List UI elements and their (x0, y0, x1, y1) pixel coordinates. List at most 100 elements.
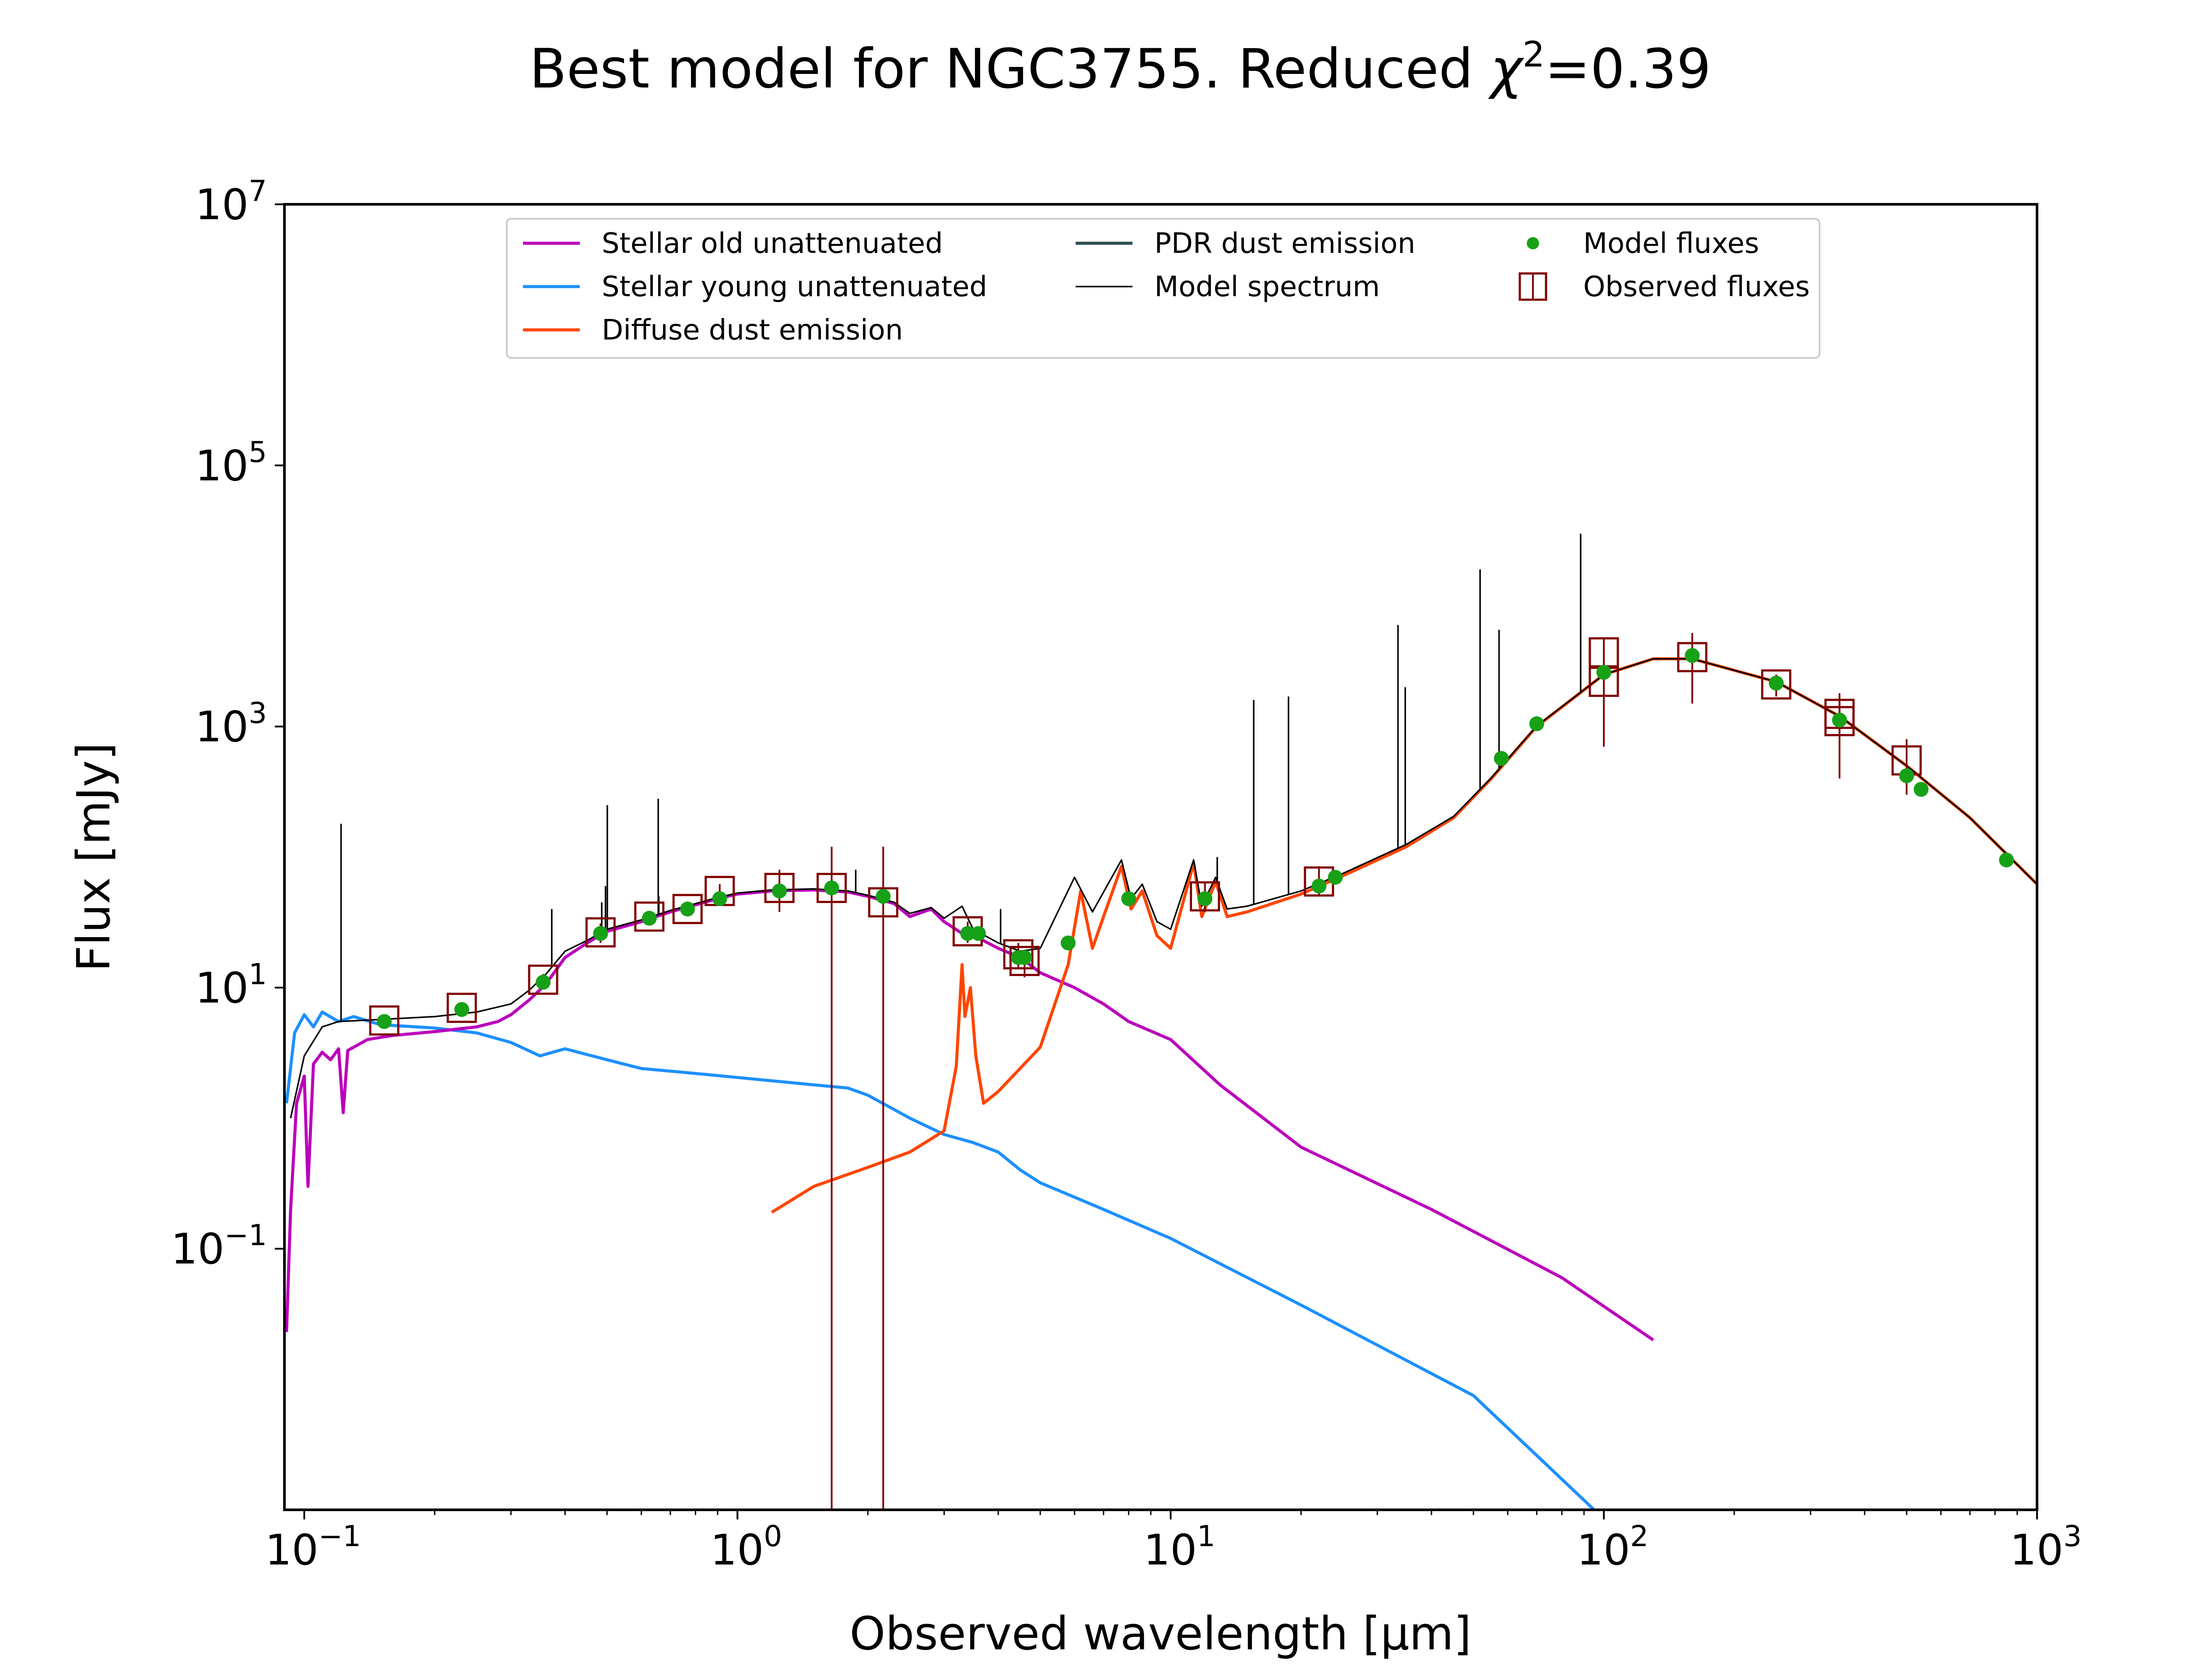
chart-title-main: Best model for NGC3755. Reduced (529, 38, 1490, 101)
legend-label: PDR dust emission (1154, 228, 1415, 260)
plot-frame (283, 203, 2038, 1511)
chart-title: Best model for NGC3755. Reduced χ2=0.39 (529, 34, 1711, 101)
x-tick-label: 10−1 (265, 1519, 361, 1575)
y-tick-label: 105 (195, 435, 267, 490)
observed-flux-marker (868, 847, 898, 1510)
x-tick-label: 100 (710, 1519, 782, 1575)
y-tick-label-base: 10 (171, 1225, 224, 1274)
observed-flux-square (1003, 939, 1034, 970)
x-tick-label: 102 (1577, 1519, 1648, 1575)
model-flux-point (712, 891, 727, 906)
model-flux-point (377, 1014, 392, 1029)
model-flux-point (1121, 891, 1136, 906)
y-tick-label-exponent: −1 (224, 1218, 267, 1252)
observed-flux-square (1009, 945, 1040, 976)
observed-flux-layer (369, 633, 1922, 1510)
y-tick-label-base: 10 (195, 180, 249, 229)
model-flux-point (960, 926, 975, 941)
y-tick-label-exponent: 1 (249, 957, 267, 991)
y-tick-label-exponent: 5 (249, 435, 267, 469)
chart-title-value: =0.39 (1545, 38, 1711, 101)
model-flux-point (971, 926, 986, 941)
model-flux-point (1832, 712, 1847, 728)
x-tick-label-base: 10 (2010, 1526, 2063, 1575)
model-flux-point (680, 901, 695, 917)
observed-flux-square (585, 917, 616, 948)
observed-flux-square (672, 894, 703, 924)
model-flux-point (536, 975, 551, 990)
model-flux-point (1017, 950, 1032, 965)
y-tick-label: 103 (195, 696, 267, 752)
legend: Stellar old unattenuated Stellar young un… (506, 218, 1820, 359)
y-tick-label-base: 10 (195, 963, 249, 1012)
observed-flux-square (1190, 881, 1220, 912)
series-line-stellar-old-unattenuated (285, 888, 1654, 1341)
observed-flux-square (1761, 669, 1792, 700)
y-tick-label: 101 (195, 957, 267, 1012)
y-tick-label-base: 10 (195, 703, 249, 752)
model-flux-point (1328, 870, 1343, 885)
legend-label: Stellar young unattenuated (602, 271, 987, 303)
y-axis-label: Flux [mJy] (67, 742, 120, 972)
legend-item-diffuse-dust-emission: Diffuse dust emission (523, 314, 903, 346)
x-axis-label: Observed wavelength [μm] (850, 1607, 1472, 1660)
observed-flux-square (1677, 642, 1708, 672)
x-tick-label-base: 10 (1577, 1526, 1630, 1575)
observed-flux-square (634, 901, 665, 932)
model-flux-point (593, 926, 608, 941)
y-tick-label: 107 (195, 174, 267, 229)
model-flux-point (1197, 891, 1213, 906)
model-flux-point (772, 883, 787, 899)
observed-flux-marker (817, 847, 847, 1510)
legend-item-stellar-young-unattenuated: Stellar young unattenuated (523, 271, 987, 303)
legend-box (506, 218, 1820, 359)
legend-label: Model fluxes (1583, 228, 1759, 260)
observed-flux-square (369, 1005, 400, 1036)
x-tick-label-exponent: 0 (764, 1519, 782, 1553)
chart-title-exponent: 2 (1522, 34, 1545, 75)
legend-item-model-fluxes: Model fluxes (1527, 228, 1759, 260)
y-tick-label-exponent: 3 (249, 696, 267, 730)
model-flux-point (1596, 665, 1612, 680)
model-flux-point (1899, 768, 1914, 784)
y-tick-label-exponent: 7 (249, 174, 267, 208)
model-flux-point (454, 1002, 470, 1017)
x-tick-label-exponent: −1 (319, 1519, 361, 1553)
model-flux-point (876, 889, 891, 904)
x-tick-label-exponent: 3 (2063, 1519, 2082, 1553)
x-tick-label-base: 10 (710, 1526, 764, 1575)
legend-label: Stellar old unattenuated (602, 228, 943, 260)
legend-item-model-spectrum: Model spectrum (1076, 271, 1380, 303)
x-tick-label-exponent: 2 (1630, 1519, 1648, 1553)
model-flux-point (1060, 935, 1076, 951)
model-flux-point (1999, 852, 2014, 868)
model-flux-point (1529, 716, 1544, 732)
x-tick-label: 103 (2010, 1519, 2082, 1575)
observed-flux-marker (1677, 633, 1708, 704)
model-flux-layer (377, 648, 2014, 1029)
legend-label: Diffuse dust emission (602, 314, 903, 346)
x-tick-label-base: 10 (1143, 1526, 1197, 1575)
legend-item-pdr-dust-emission: PDR dust emission (1076, 228, 1415, 260)
x-tick-label: 101 (1143, 1519, 1215, 1575)
model-flux-point (1685, 648, 1700, 663)
y-tick-label: 10−1 (171, 1218, 267, 1274)
chart-title-chi: χ (1488, 38, 1525, 101)
legend-label: Observed fluxes (1583, 271, 1810, 303)
legend-item-stellar-old-unattenuated: Stellar old unattenuated (523, 228, 943, 260)
legend-label: Model spectrum (1154, 271, 1380, 303)
observed-flux-square (446, 993, 477, 1023)
model-flux-point (824, 880, 839, 896)
legend-swatch (1527, 237, 1539, 249)
model-flux-point (1914, 782, 1929, 797)
observed-flux-square (868, 887, 898, 917)
model-flux-point (1494, 751, 1509, 766)
legend-item-observed-fluxes: Observed fluxes (1518, 271, 1810, 303)
observed-flux-square (817, 873, 847, 903)
observed-flux-square (764, 873, 795, 903)
observed-flux-square (1824, 699, 1855, 729)
series-layer (285, 533, 2037, 1510)
y-tick-label-base: 10 (195, 441, 249, 490)
